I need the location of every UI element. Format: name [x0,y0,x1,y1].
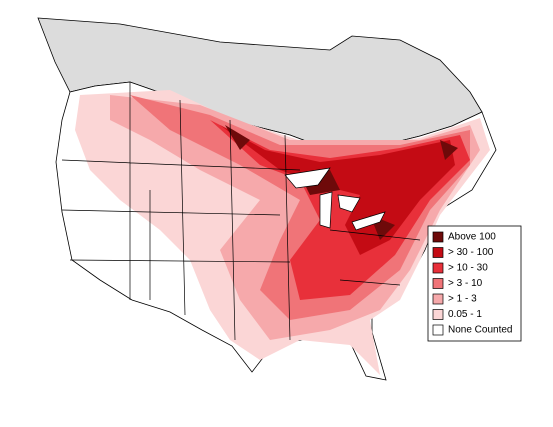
legend-box [427,225,522,342]
legend-label: > 1 - 3 [448,294,477,305]
abundance-area [220,125,455,255]
legend-label: > 3 - 10 [448,278,483,289]
legend-label: > 30 - 100 [448,247,494,258]
legend-label: > 10 - 30 [448,263,488,274]
legend-swatch [432,247,444,258]
legend-label: Above 100 [448,232,496,243]
legend-swatch [432,293,444,305]
abundance-shading [75,90,490,375]
legend-swatch [432,278,444,289]
legend-label: 0.05 - 1 [448,309,482,320]
legend-label: None Counted [448,325,513,336]
legend-swatch [432,324,444,336]
lake [284,167,386,231]
legend-swatch [432,309,444,320]
legend: Above 100 > 30 - 100 > 10 - 30 > 3 - 10 > 1 … [432,231,513,336]
borders [61,82,421,341]
legend-swatch [432,262,444,274]
legend-swatch [432,231,444,243]
